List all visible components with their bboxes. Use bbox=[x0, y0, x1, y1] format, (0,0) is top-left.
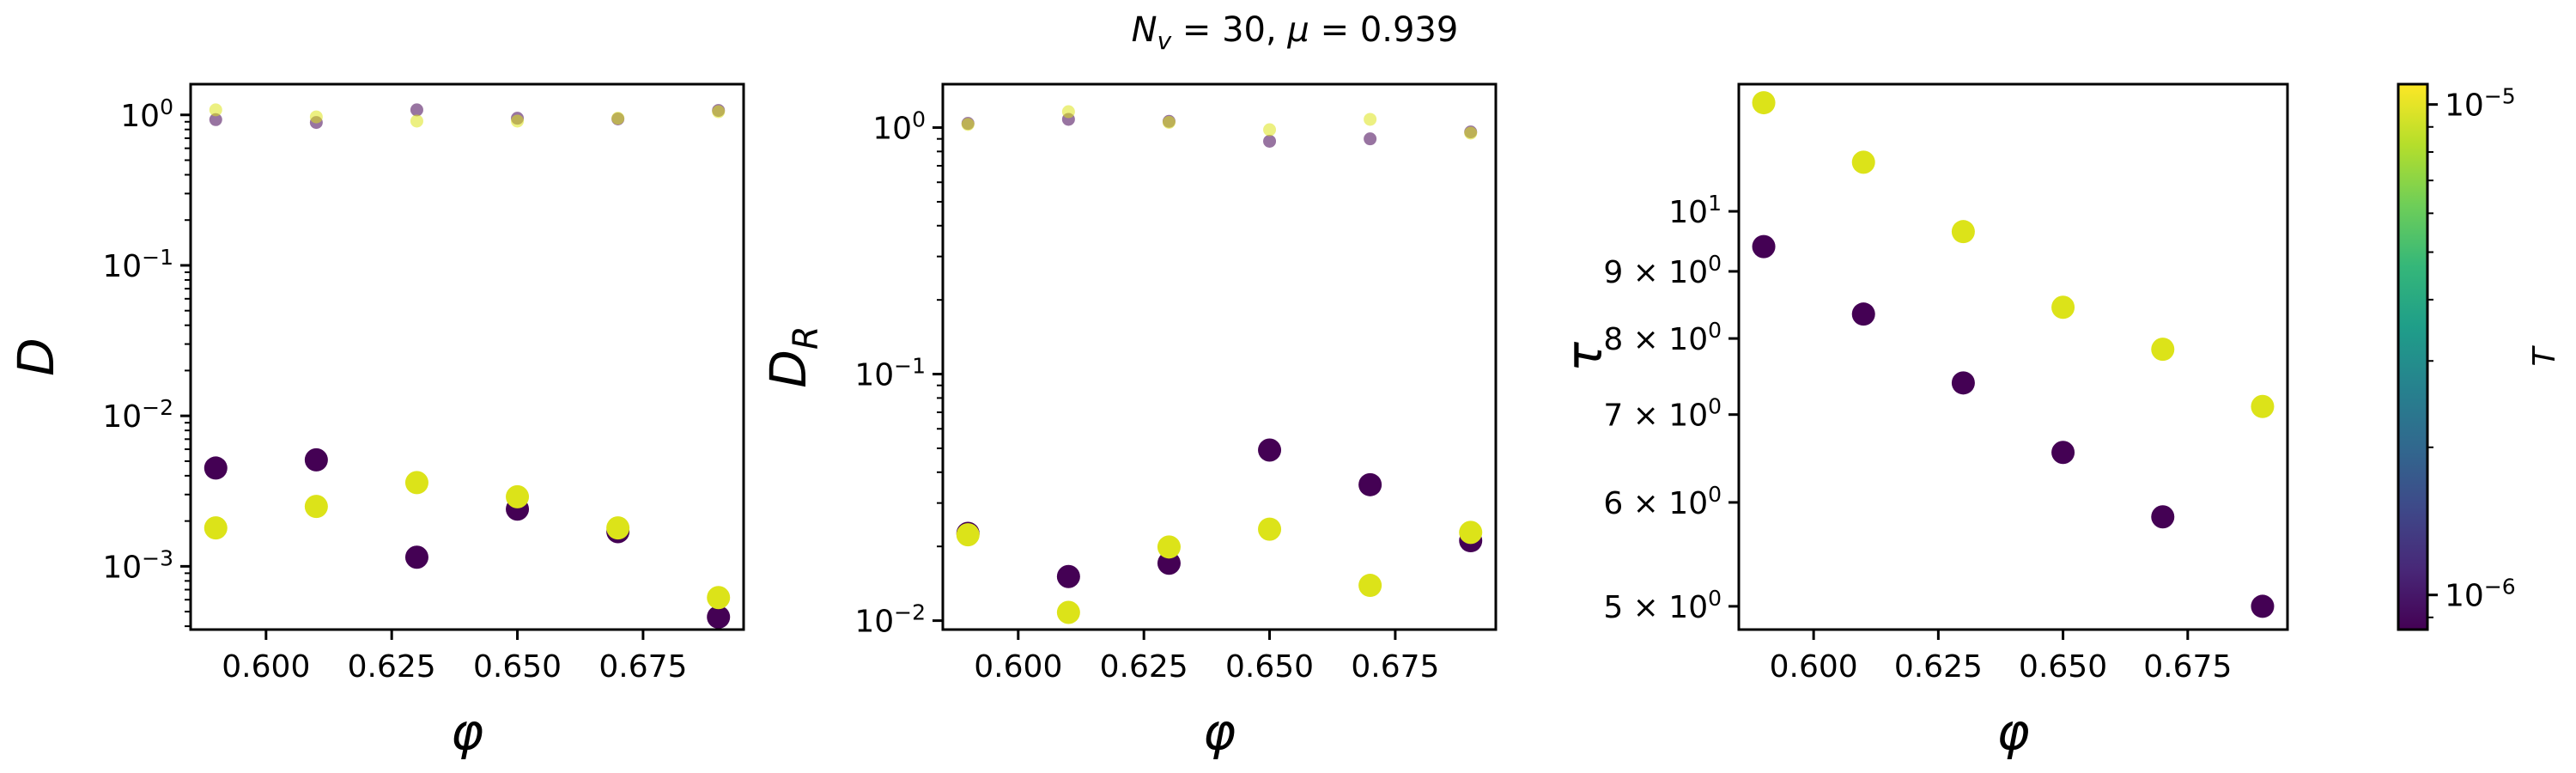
data-point-high-T-long-time bbox=[707, 586, 731, 610]
data-point-high-T-long-time bbox=[1851, 150, 1875, 174]
data-point-low-T-long-time bbox=[204, 456, 228, 480]
data-point-high-T-short-time bbox=[611, 112, 625, 125]
data-point-high-T-long-time bbox=[2251, 394, 2275, 418]
x-tick-label: 0.675 bbox=[1351, 649, 1439, 685]
data-point-high-T-long-time bbox=[1358, 574, 1382, 598]
data-point-high-T-long-time bbox=[506, 484, 530, 508]
colorbar-label: T bbox=[2527, 345, 2562, 367]
data-point-low-T-long-time bbox=[1358, 472, 1382, 496]
data-point-low-T-short-time bbox=[1364, 132, 1377, 146]
data-point-high-T-long-time bbox=[1056, 600, 1080, 624]
data-point-high-T-long-time bbox=[956, 523, 980, 547]
data-point-high-T-long-time bbox=[1951, 220, 1975, 244]
axes-frame bbox=[941, 82, 1498, 631]
data-point-high-T-short-time bbox=[209, 103, 222, 117]
data-point-low-T-short-time bbox=[209, 113, 222, 126]
x-tick-label: 0.650 bbox=[1225, 649, 1314, 685]
data-point-low-T-long-time bbox=[1258, 438, 1282, 462]
data-point-high-T-long-time bbox=[1752, 91, 1776, 115]
data-point-low-T-long-time bbox=[1951, 371, 1975, 395]
y-tick-label: 10−3 bbox=[102, 545, 173, 585]
data-point-high-T-long-time bbox=[1258, 517, 1282, 541]
y-tick-label: 10−2 bbox=[102, 395, 173, 435]
y-axis-label: D bbox=[7, 338, 65, 376]
data-point-low-T-long-time bbox=[2151, 505, 2175, 529]
data-point-high-T-long-time bbox=[2151, 338, 2175, 362]
axes-frame bbox=[1737, 82, 2289, 631]
data-point-high-T-short-time bbox=[1061, 105, 1075, 119]
panel-2: 100 10−1 10−2 0.600 0.625 0.650 0.675 φ DR bbox=[759, 82, 1498, 761]
y-tick-label: 100 bbox=[872, 107, 926, 147]
data-point-low-T-long-time bbox=[2251, 594, 2275, 618]
data-point-low-T-long-time bbox=[1056, 564, 1080, 588]
data-point-high-T-long-time bbox=[1459, 520, 1483, 545]
data-point-high-T-long-time bbox=[606, 516, 630, 540]
y-tick-label: 100 bbox=[120, 94, 173, 134]
data-point-high-T-long-time bbox=[204, 516, 228, 540]
data-point-high-T-short-time bbox=[712, 105, 726, 119]
x-axis-label: φ bbox=[1996, 703, 2029, 761]
data-point-low-T-long-time bbox=[707, 605, 731, 629]
data-point-high-T-long-time bbox=[2051, 295, 2075, 320]
data-point-high-T-short-time bbox=[1464, 126, 1478, 140]
data-point-low-T-long-time bbox=[404, 545, 428, 569]
data-point-low-T-short-time bbox=[410, 103, 423, 117]
y-tick-label: 10−1 bbox=[102, 245, 173, 284]
x-tick-label: 0.600 bbox=[974, 649, 1062, 685]
data-point-high-T-short-time bbox=[1263, 123, 1277, 137]
x-tick-label: 0.650 bbox=[473, 649, 562, 685]
x-tick-label: 0.600 bbox=[222, 649, 310, 685]
x-tick-label: 0.625 bbox=[1894, 649, 1983, 685]
y-tick-label: 10−1 bbox=[854, 354, 926, 393]
data-point-high-T-long-time bbox=[404, 471, 428, 495]
x-tick-label: 0.600 bbox=[1770, 649, 1858, 685]
data-point-low-T-long-time bbox=[1157, 551, 1181, 575]
data-point-high-T-short-time bbox=[1364, 113, 1377, 126]
data-point-low-T-long-time bbox=[1752, 234, 1776, 259]
data-point-high-T-short-time bbox=[961, 118, 975, 131]
colorbar-tick-label: 10−5 bbox=[2445, 84, 2516, 124]
panel-1: 100 10−1 10−2 10−3 0.600 0.625 0.650 0.675 φ D bbox=[7, 82, 745, 761]
data-point-high-T-short-time bbox=[410, 114, 423, 128]
colorbar-tick-label: 10−6 bbox=[2445, 575, 2516, 614]
y-tick-label: 10−2 bbox=[854, 600, 926, 640]
data-point-low-T-long-time bbox=[2051, 441, 2075, 465]
colorbar-frame bbox=[2397, 82, 2429, 631]
axes-frame bbox=[189, 82, 745, 631]
data-point-low-T-long-time bbox=[304, 447, 328, 472]
data-point-high-T-short-time bbox=[1162, 115, 1176, 129]
x-tick-label: 0.675 bbox=[2143, 649, 2232, 685]
y-tick-label: 9 × 100 bbox=[1603, 251, 1722, 290]
y-tick-label: 101 bbox=[1668, 191, 1722, 230]
y-tick-label: 7 × 100 bbox=[1603, 394, 1722, 434]
y-tick-label: 8 × 100 bbox=[1603, 318, 1722, 357]
figure-title: Nv = 30, μ = 0.939 bbox=[1132, 10, 1459, 55]
x-tick-label: 0.650 bbox=[2019, 649, 2107, 685]
y-tick-label: 6 × 100 bbox=[1603, 482, 1722, 521]
y-axis-label: DR bbox=[759, 326, 826, 387]
data-point-high-T-long-time bbox=[1157, 535, 1181, 559]
x-tick-label: 0.675 bbox=[598, 649, 687, 685]
y-tick-label: 5 × 100 bbox=[1603, 586, 1722, 625]
x-tick-label: 0.625 bbox=[1100, 649, 1188, 685]
y-axis-label: τ bbox=[1555, 341, 1613, 372]
panel-3: 101 9 × 100 8 × 100 7 × 100 6 × 100 5 × 100 0.… bbox=[1555, 82, 2289, 761]
data-point-low-T-short-time bbox=[1263, 134, 1277, 148]
data-point-high-T-short-time bbox=[309, 110, 323, 124]
data-point-high-T-short-time bbox=[511, 114, 525, 128]
x-axis-label: φ bbox=[451, 703, 483, 761]
data-point-low-T-long-time bbox=[1851, 302, 1875, 326]
colorbar: 10−5 10−6 T bbox=[2397, 82, 2562, 631]
data-point-high-T-long-time bbox=[304, 495, 328, 519]
x-axis-label: φ bbox=[1203, 703, 1236, 761]
x-tick-label: 0.625 bbox=[348, 649, 436, 685]
colorbar-gradient bbox=[2398, 84, 2427, 630]
